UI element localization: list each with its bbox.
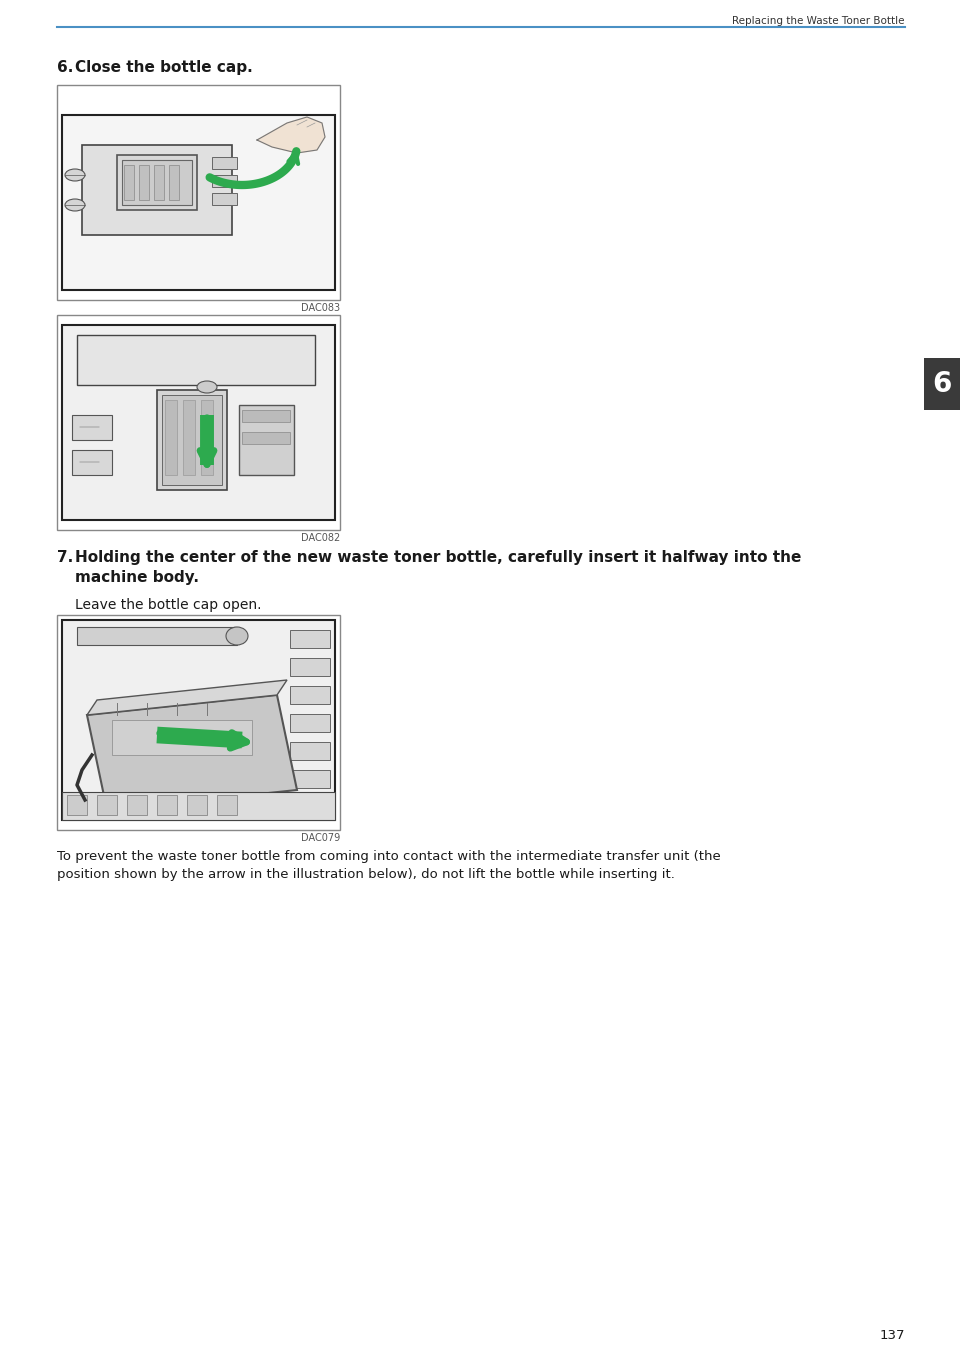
Bar bbox=[162, 394, 222, 486]
Bar bbox=[57, 316, 340, 530]
Bar bbox=[117, 155, 197, 209]
Ellipse shape bbox=[197, 381, 217, 393]
Text: Close the bottle cap.: Close the bottle cap. bbox=[75, 60, 252, 75]
Text: Leave the bottle cap open.: Leave the bottle cap open. bbox=[75, 598, 261, 612]
Text: 137: 137 bbox=[879, 1329, 905, 1342]
Bar bbox=[157, 390, 227, 490]
Ellipse shape bbox=[65, 169, 85, 181]
Bar bbox=[127, 796, 147, 815]
Bar bbox=[169, 165, 179, 200]
Bar bbox=[77, 335, 315, 385]
Text: position shown by the arrow in the illustration below), do not lift the bottle w: position shown by the arrow in the illus… bbox=[57, 868, 675, 881]
Bar bbox=[154, 165, 164, 200]
Polygon shape bbox=[87, 695, 297, 811]
Bar bbox=[183, 400, 195, 475]
Bar bbox=[290, 743, 330, 760]
Bar bbox=[77, 627, 237, 645]
Bar bbox=[122, 160, 192, 205]
Bar bbox=[157, 796, 177, 815]
Polygon shape bbox=[87, 680, 287, 715]
Bar bbox=[290, 714, 330, 732]
Bar bbox=[139, 165, 149, 200]
Bar bbox=[290, 658, 330, 676]
Bar bbox=[62, 792, 335, 820]
Text: DAC083: DAC083 bbox=[300, 303, 340, 313]
Bar bbox=[67, 796, 87, 815]
Bar bbox=[201, 400, 213, 475]
Bar bbox=[57, 615, 340, 830]
Bar bbox=[124, 165, 134, 200]
Text: DAC079: DAC079 bbox=[300, 832, 340, 843]
Bar bbox=[82, 146, 232, 235]
Bar bbox=[187, 796, 207, 815]
Bar bbox=[212, 175, 237, 188]
Text: 6.: 6. bbox=[57, 60, 73, 75]
Bar bbox=[290, 685, 330, 704]
Bar bbox=[239, 405, 294, 475]
Text: machine body.: machine body. bbox=[75, 570, 199, 585]
Bar bbox=[72, 415, 112, 441]
Bar bbox=[57, 84, 340, 301]
Bar bbox=[97, 796, 117, 815]
Text: 6: 6 bbox=[932, 370, 951, 398]
Bar bbox=[290, 630, 330, 647]
Bar bbox=[924, 358, 960, 409]
Text: Replacing the Waste Toner Bottle: Replacing the Waste Toner Bottle bbox=[732, 16, 905, 26]
Ellipse shape bbox=[65, 199, 85, 211]
Ellipse shape bbox=[226, 627, 248, 645]
Bar bbox=[112, 719, 252, 755]
Polygon shape bbox=[257, 117, 325, 154]
Bar bbox=[72, 450, 112, 475]
Text: DAC082: DAC082 bbox=[300, 533, 340, 543]
Bar bbox=[242, 432, 290, 443]
Bar bbox=[217, 796, 237, 815]
Bar bbox=[62, 116, 335, 290]
Bar bbox=[290, 770, 330, 787]
Bar bbox=[212, 156, 237, 169]
Text: To prevent the waste toner bottle from coming into contact with the intermediate: To prevent the waste toner bottle from c… bbox=[57, 850, 721, 864]
Bar bbox=[62, 620, 335, 820]
Bar bbox=[165, 400, 177, 475]
Text: 7.: 7. bbox=[57, 549, 73, 564]
Bar bbox=[242, 409, 290, 422]
Bar bbox=[212, 193, 237, 205]
Text: Holding the center of the new waste toner bottle, carefully insert it halfway in: Holding the center of the new waste tone… bbox=[75, 549, 802, 564]
Bar bbox=[62, 325, 335, 520]
